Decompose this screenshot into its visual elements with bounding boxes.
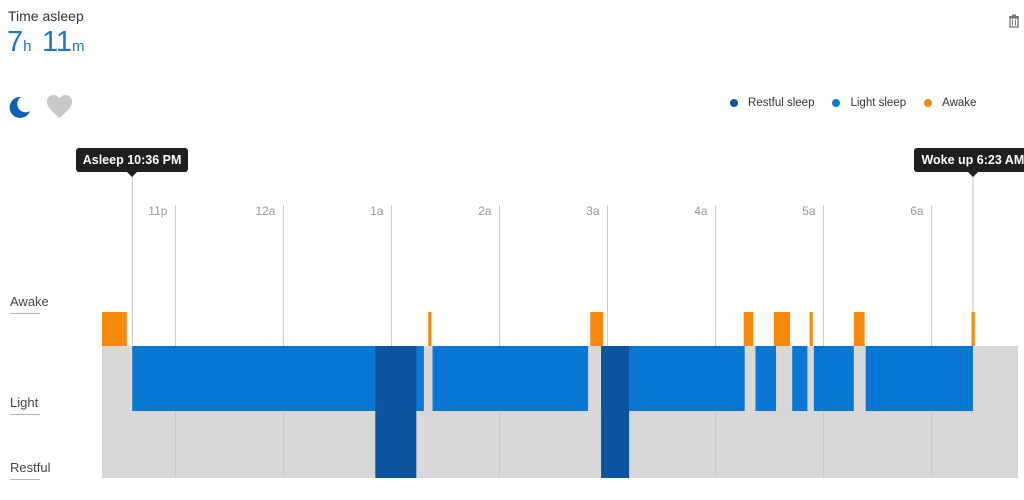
y-label-awake: Awake (10, 294, 49, 314)
awake-segment-3 (590, 312, 604, 346)
tick-label-11p: 11p (148, 204, 167, 218)
light-gap-2 (744, 346, 756, 411)
legend-dot-awake (924, 99, 933, 107)
restful-segment-1 (375, 346, 417, 478)
legend-label-restful: Restful sleep (748, 97, 815, 109)
y-label-light: Light (10, 395, 40, 415)
legend-dot-light (832, 99, 841, 107)
awake-segment-7 (809, 312, 813, 346)
tick-label-1a: 1a (370, 204, 384, 218)
tick-label-6a: 6a (910, 204, 924, 218)
light-gap-3 (776, 346, 793, 411)
legend-dot-restful (730, 99, 738, 107)
awake-segment-0 (102, 312, 127, 346)
minutes-unit: m (72, 38, 85, 55)
awake-segment-2 (428, 312, 432, 346)
tick-label-3a: 3a (586, 204, 600, 218)
light-gap-5 (853, 346, 866, 411)
legend-item-light: Light sleep (832, 97, 906, 109)
light-gap-0 (423, 346, 433, 411)
awake-segment-6 (773, 312, 791, 346)
awake-segment-9 (971, 312, 975, 346)
time-asleep-value: 7h 11m (7, 28, 91, 57)
page-title: Time asleep (8, 8, 84, 24)
awake-segment-8 (853, 312, 865, 346)
heart-icon[interactable] (46, 94, 73, 120)
hours-unit: h (23, 38, 32, 55)
asleep-marker: Asleep 10:36 PM (75, 148, 189, 177)
trash-icon[interactable] (1008, 14, 1020, 28)
light-sleep-band (132, 346, 973, 411)
minutes-value: 11 (41, 26, 73, 58)
woke-up-marker: Woke up 6:23 AM (914, 148, 1024, 177)
light-gap-4 (807, 346, 814, 411)
tick-label-4a: 4a (694, 204, 708, 218)
tick-label-2a: 2a (478, 204, 492, 218)
restful-segment-4 (601, 346, 630, 478)
moon-icon[interactable] (8, 95, 32, 119)
tick-label-12a: 12a (255, 204, 275, 218)
legend-item-awake: Awake (924, 97, 976, 109)
light-gap-1 (588, 346, 602, 411)
legend-label-light: Light sleep (850, 97, 907, 109)
y-label-restful: Restful (10, 460, 50, 480)
awake-segment-5 (743, 312, 754, 346)
tick-label-5a: 5a (802, 204, 816, 218)
legend-label-awake: Awake (942, 97, 977, 109)
hours-value: 7 (7, 26, 24, 58)
chart-legend: Restful sleep Light sleep Awake (730, 97, 976, 109)
legend-item-restful: Restful sleep (730, 97, 814, 109)
